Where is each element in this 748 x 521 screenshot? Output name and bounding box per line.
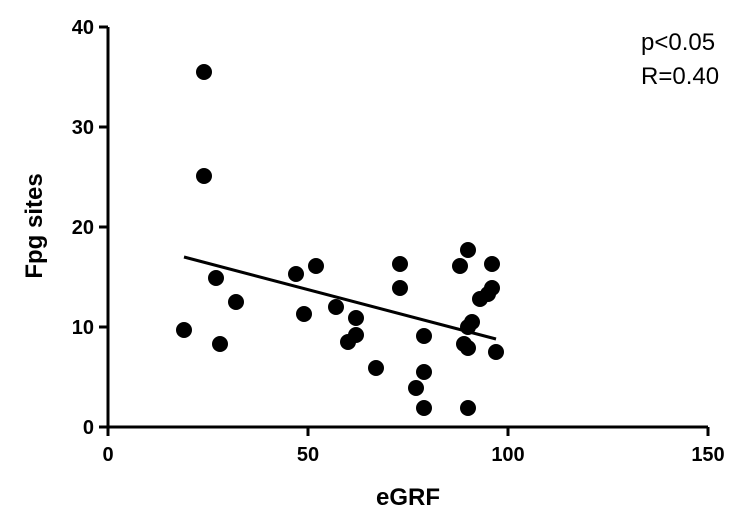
data-point [392, 256, 408, 272]
data-point [328, 299, 344, 315]
x-tick-label: 100 [491, 444, 524, 466]
y-tick-label: 0 [83, 417, 94, 439]
data-point [416, 400, 432, 416]
data-point [488, 344, 504, 360]
data-point [228, 294, 244, 310]
axes [106, 27, 708, 429]
points [176, 64, 504, 416]
data-point [308, 258, 324, 274]
x-tick-label: 0 [102, 444, 113, 466]
data-point [484, 256, 500, 272]
data-point [408, 380, 424, 396]
data-point [348, 310, 364, 326]
data-point [288, 266, 304, 282]
data-point [460, 340, 476, 356]
data-point [208, 270, 224, 286]
data-point [368, 360, 384, 376]
y-tick-label: 40 [72, 17, 94, 39]
data-point [464, 314, 480, 330]
annotation-p-value: p<0.05 [641, 29, 715, 56]
data-point [196, 64, 212, 80]
data-point [460, 400, 476, 416]
regression-line [183, 255, 497, 341]
y-tick-label: 20 [72, 217, 94, 239]
x-tick-label: 50 [297, 444, 319, 466]
data-point [212, 336, 228, 352]
data-point [416, 328, 432, 344]
data-point [452, 258, 468, 274]
data-point [416, 364, 432, 380]
regression-layer [183, 255, 497, 341]
data-point [176, 322, 192, 338]
ticks: 0 10 20 30 40 0 50 100 150 [72, 17, 725, 466]
y-tick-label: 30 [72, 117, 94, 139]
data-point [392, 280, 408, 296]
x-axis-title: eGRF [376, 484, 440, 511]
y-axis-title: Fpg sites [21, 173, 48, 278]
x-tick-label: 150 [691, 444, 724, 466]
annotation-r-value: R=0.40 [641, 63, 719, 90]
data-point [196, 168, 212, 184]
data-point [348, 327, 364, 343]
data-point [460, 242, 476, 258]
y-tick-label: 10 [72, 317, 94, 339]
data-point [296, 306, 312, 322]
data-point [484, 280, 500, 296]
